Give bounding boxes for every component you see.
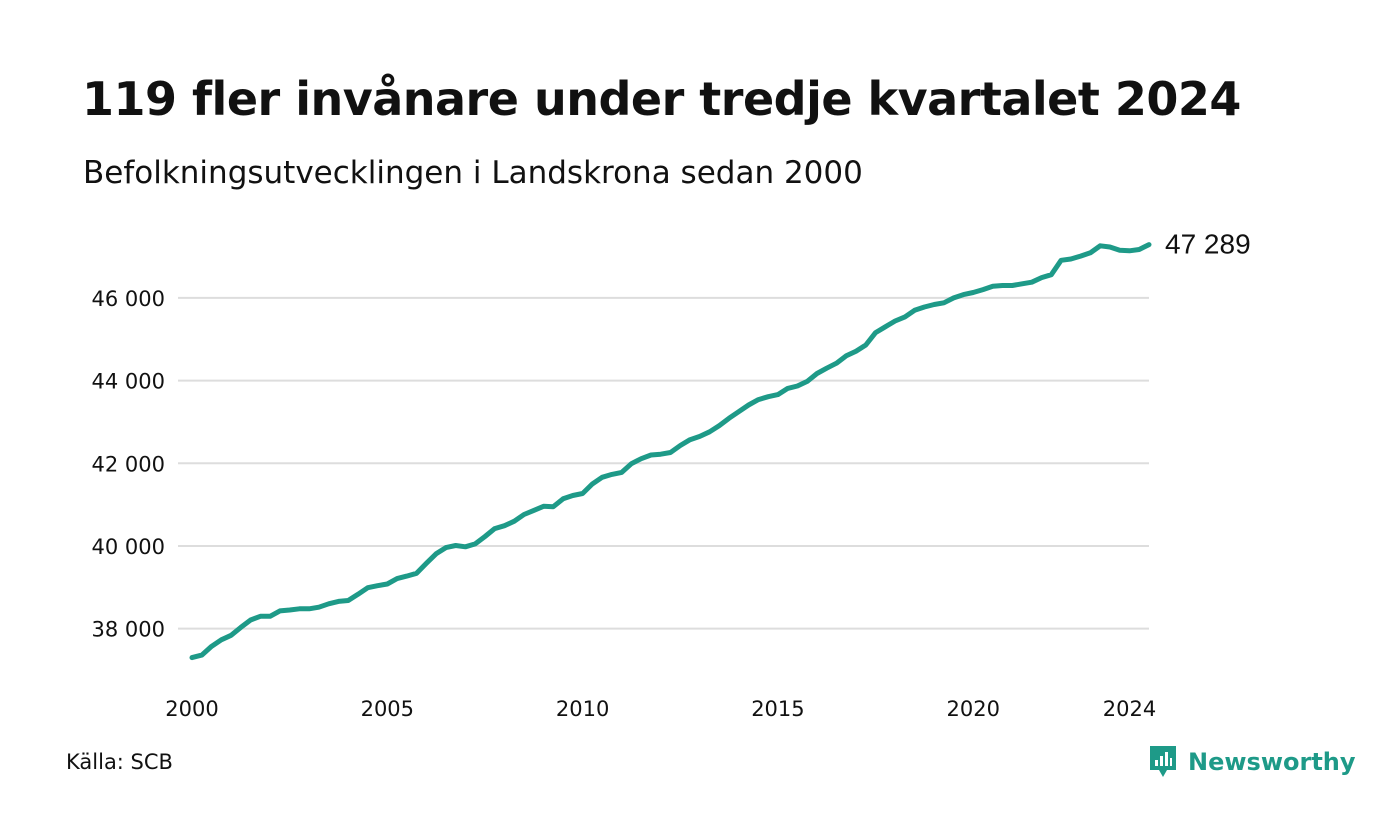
x-tick-label: 2024 xyxy=(1103,697,1156,721)
x-axis-tick-labels: 2000 2005 2010 2015 2020 2024 xyxy=(165,697,1156,721)
y-tick-label: 40 000 xyxy=(92,535,165,559)
y-tick-label: 38 000 xyxy=(92,618,165,642)
x-tick-label: 2020 xyxy=(946,697,999,721)
y-tick-label: 46 000 xyxy=(92,287,165,311)
y-axis-tick-labels: 38 000 40 000 42 000 44 000 46 000 xyxy=(92,287,165,642)
y-tick-label: 44 000 xyxy=(92,370,165,394)
chart-title: 119 fler invånare under tredje kvartalet… xyxy=(82,72,1241,126)
end-value-label: 47 289 xyxy=(1165,229,1251,260)
x-tick-label: 2005 xyxy=(361,697,414,721)
x-tick-label: 2010 xyxy=(556,697,609,721)
newsworthy-logo: Newsworthy xyxy=(1148,744,1356,780)
series-group xyxy=(189,242,1152,661)
series-line xyxy=(189,242,1152,661)
source-note: Källa: SCB xyxy=(66,750,173,774)
newsworthy-logo-icon xyxy=(1150,746,1176,777)
logo-text: Newsworthy xyxy=(1188,748,1356,776)
x-tick-label: 2000 xyxy=(165,697,218,721)
chart-subtitle: Befolkningsutvecklingen i Landskrona sed… xyxy=(83,155,863,191)
gridlines xyxy=(178,296,1149,630)
x-tick-label: 2015 xyxy=(751,697,804,721)
y-tick-label: 42 000 xyxy=(92,452,165,476)
